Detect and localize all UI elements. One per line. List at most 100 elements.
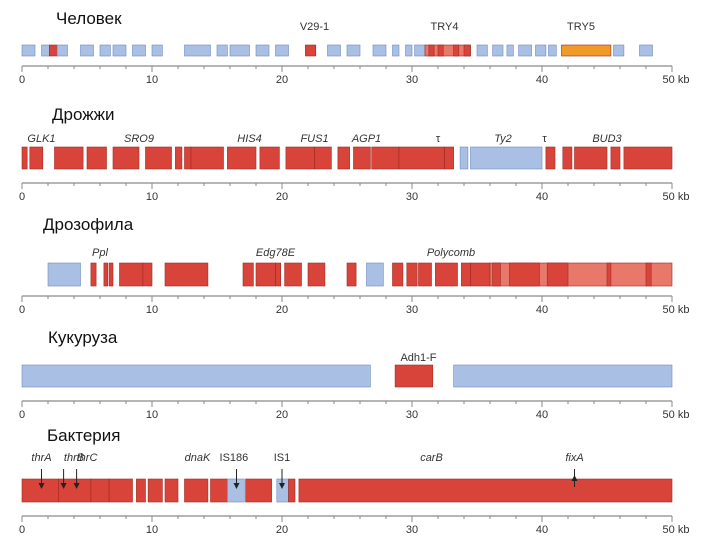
gene-segment	[164, 262, 209, 287]
axis-end-label: 50 kb	[663, 409, 690, 421]
gene-segment	[54, 146, 84, 170]
organism-label-bacteria: Бактерия	[44, 426, 124, 446]
gene-segment	[562, 146, 573, 170]
gene-segment	[346, 262, 357, 287]
gene-segment	[459, 146, 469, 170]
gene-label: Ppl	[92, 247, 108, 259]
gene-label: carB	[420, 452, 443, 464]
tick-label: 20	[276, 191, 288, 203]
gene-segment	[275, 44, 289, 57]
gene-segment	[145, 146, 172, 170]
tick-label: 10	[146, 74, 158, 86]
gene-segment	[255, 44, 270, 57]
organism-label-yeast: Дрожжи	[49, 105, 118, 125]
organism-label-human: Человек	[53, 9, 125, 29]
gene-segment	[545, 146, 556, 170]
tick-label: 20	[276, 409, 288, 421]
gene-label: thrC	[77, 452, 98, 464]
gene-segment	[548, 44, 557, 57]
gene-segment	[184, 44, 211, 57]
gene-label: TRY5	[567, 21, 595, 33]
tick-label: 40	[536, 409, 548, 421]
gene-segment	[210, 478, 228, 503]
gene-segment	[21, 364, 371, 388]
gene-segment	[437, 44, 444, 57]
tick-label: 30	[406, 191, 418, 203]
drosophila-panel: 0 10 20 30 40 50 kb Ppl Edg78E Polycomb	[19, 247, 690, 316]
gene-segment	[103, 262, 109, 287]
gene-label: τ	[542, 133, 547, 145]
gene-segment	[184, 478, 209, 503]
tick-label: 0	[19, 524, 25, 536]
gene-segment	[314, 146, 332, 170]
tick-label: 40	[536, 74, 548, 86]
gene-segment	[398, 146, 445, 170]
gene-segment	[470, 262, 491, 287]
gene-segment	[47, 262, 81, 287]
gene-segment	[108, 478, 133, 503]
gene-label: IS186	[220, 452, 249, 464]
gene-segment	[175, 146, 183, 170]
tick-label: 0	[19, 191, 25, 203]
gene-segment	[509, 262, 540, 287]
gene-segment	[353, 146, 371, 170]
gene-label: dnaK	[185, 452, 211, 464]
gene-segment	[21, 146, 28, 170]
axis-end-label: 50 kb	[663, 524, 690, 536]
axis-end-label: 50 kb	[663, 74, 690, 86]
gene-segment	[245, 478, 272, 503]
gene-label: Edg78E	[256, 247, 296, 259]
gene-segment	[461, 262, 471, 287]
gene-label: thrB	[64, 452, 84, 464]
gene-segment	[392, 262, 404, 287]
tick-label: 30	[406, 74, 418, 86]
gene-segment	[645, 262, 652, 287]
gene-segment	[80, 44, 94, 57]
marker-arrow-head	[233, 483, 240, 489]
gene-segment	[372, 44, 387, 57]
gene-segment	[337, 146, 350, 170]
gene-segment	[463, 44, 471, 57]
gene-label: GLK1	[27, 133, 55, 145]
gene-segment	[298, 478, 673, 503]
marker-arrow-head	[571, 475, 578, 481]
gene-segment	[394, 364, 434, 388]
gene-segment	[190, 146, 224, 170]
gene-segment	[276, 478, 289, 503]
organism-label-maize: Кукуруза	[45, 328, 121, 348]
gene-segment	[132, 44, 146, 57]
gene-segment	[546, 262, 569, 287]
gene-segment	[90, 262, 97, 287]
marker-arrow-head	[73, 483, 80, 489]
gene-segment	[227, 146, 257, 170]
gene-segment	[492, 262, 501, 287]
gene-segment	[371, 146, 400, 170]
gene-segment	[136, 478, 146, 503]
gene-segment	[327, 44, 341, 57]
gene-segment	[275, 262, 281, 287]
marker-arrow-head	[38, 483, 45, 489]
gene-segment	[48, 44, 58, 57]
axis-end-label: 50 kb	[663, 304, 690, 316]
gene-segment	[492, 44, 504, 57]
gene-segment	[307, 262, 326, 287]
axis-end-label: 50 kb	[663, 191, 690, 203]
tick-label: 20	[276, 74, 288, 86]
tick-label: 10	[146, 409, 158, 421]
gene-segment	[535, 44, 547, 57]
gene-segment	[164, 478, 179, 503]
human-panel: 0 10 20 30 40 50 kb V29-1 TRY4 TRY5	[19, 21, 690, 86]
gene-segment	[561, 44, 612, 57]
gene-label: fixA	[565, 452, 583, 464]
gene-segment	[476, 44, 488, 57]
gene-segment	[610, 146, 621, 170]
tick-label: 40	[536, 524, 548, 536]
gene-segment	[41, 44, 50, 57]
gene-label: Adh1-F	[400, 352, 436, 364]
gene-segment	[305, 44, 317, 57]
gene-segment	[606, 262, 612, 287]
tick-label: 40	[536, 304, 548, 316]
gene-segment	[86, 146, 107, 170]
